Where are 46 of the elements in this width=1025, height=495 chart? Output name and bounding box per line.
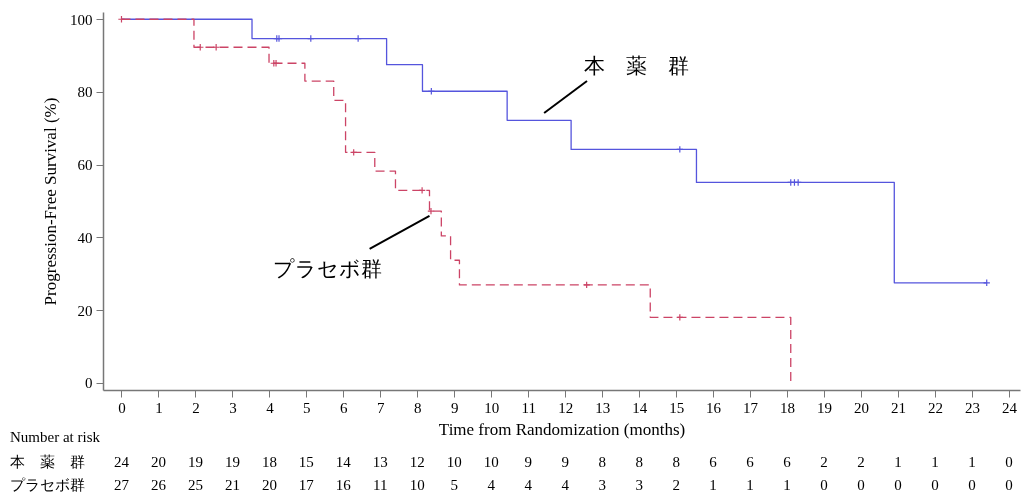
x-tick-label: 12: [558, 399, 574, 416]
text: プラセボ群: [273, 257, 383, 282]
x-tick-label: 9: [451, 399, 459, 416]
x-tick-label: 17: [743, 399, 759, 416]
x-tick-label: 23: [964, 399, 980, 416]
x-axis-title: Time from Randomization (months): [438, 419, 686, 439]
x-tick-label: 7: [377, 399, 386, 416]
y-tick-label: 0: [85, 375, 93, 392]
x-tick-label: 11: [521, 399, 536, 416]
text: 本 薬 群: [583, 53, 689, 78]
x-tick-label: 16: [706, 399, 722, 416]
x-tick-label: 8: [414, 399, 422, 416]
point: [427, 207, 435, 215]
text: 27 26 25 21 20 17 16 11 10 5 4 4 4 3 3 2 1 1 1 0 0 0 0 0 0: [113, 477, 1013, 493]
y-tick-label: 60: [77, 157, 93, 174]
point: [418, 186, 426, 195]
x-tick-label: 19: [817, 399, 833, 416]
x-tick-label: 10: [484, 399, 500, 416]
x-tick-label: 13: [595, 399, 611, 416]
x-tick-label: 21: [890, 399, 906, 416]
x-tick-label: 14: [632, 399, 648, 416]
x-tick-label: 22: [927, 399, 943, 416]
x-tick-label: 4: [266, 399, 275, 416]
x-tick-label: 1: [155, 399, 163, 416]
x-tick-label: 18: [780, 399, 796, 416]
y-tick-label: 80: [77, 84, 93, 101]
x-tick-label: 0: [118, 399, 126, 416]
y-tick-label: 100: [70, 11, 93, 28]
x-tick-label: 6: [340, 399, 349, 416]
x-tick-label: 20: [854, 399, 869, 416]
text: 24 20 19 19 18 15 14 13 12 10 10 9 9 8 8 8 6 6 6 2 2 1 1 1 0: [113, 454, 1013, 470]
text: プラセボ群: [10, 477, 85, 493]
x-tick-label: 24: [1001, 399, 1018, 416]
y-tick-label: 20: [77, 302, 93, 319]
y-axis-title: Progression-Free Survival (%): [41, 97, 60, 306]
text: Number at risk: [10, 429, 101, 445]
text: 本 薬 群: [10, 454, 85, 470]
point: [794, 178, 802, 187]
point: [212, 43, 220, 52]
x-tick-label: 3: [229, 399, 237, 416]
x-tick-label: 2: [192, 399, 200, 416]
point: [354, 34, 362, 43]
x-tick-label: 15: [669, 399, 685, 416]
x-tick-label: 5: [303, 399, 311, 416]
y-tick-label: 40: [77, 229, 93, 246]
point: [582, 281, 591, 289]
